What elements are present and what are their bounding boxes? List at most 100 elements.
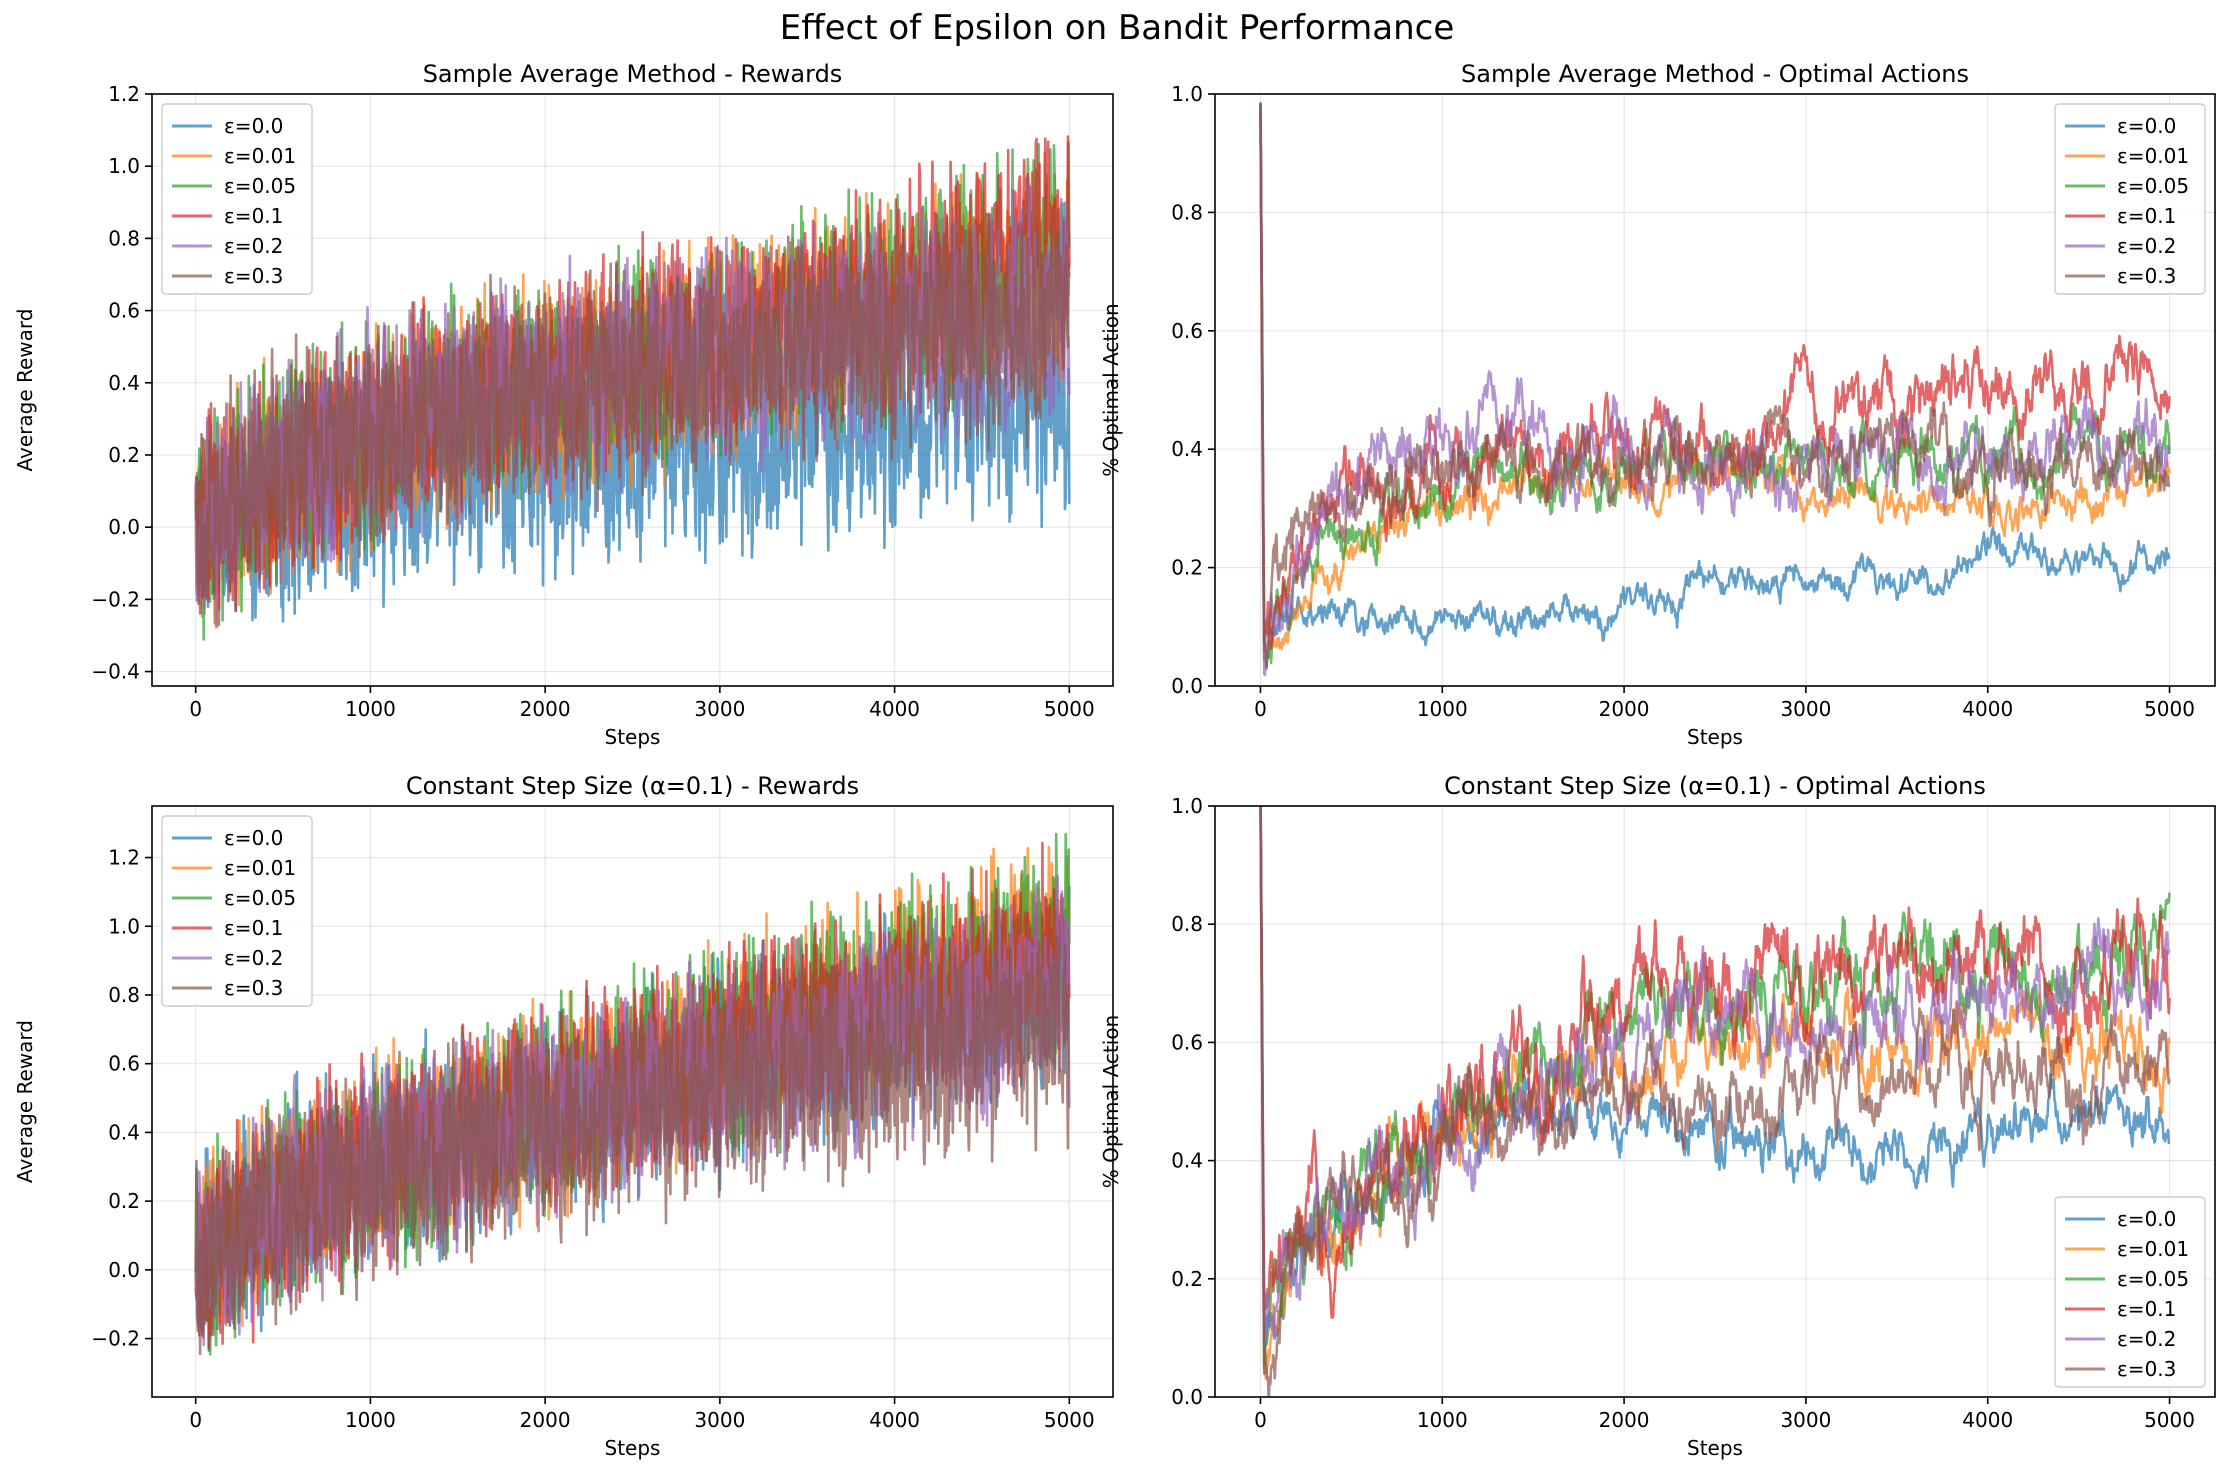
legend-label-2: ε=0.01 — [2117, 1237, 2189, 1261]
y-tick-label: 1.2 — [108, 846, 140, 870]
y-tick-label: −0.2 — [91, 1327, 140, 1351]
legend-label-2: ε=0.01 — [224, 144, 296, 168]
x-tick-label: 1000 — [345, 1408, 396, 1432]
legend-label-5: ε=0.2 — [224, 234, 283, 258]
y-tick-label: 0.6 — [108, 299, 140, 323]
y-axis-label: Average Reward — [13, 1020, 37, 1183]
x-tick-label: 2000 — [520, 697, 571, 721]
y-tick-label: 1.0 — [1171, 794, 1203, 818]
y-tick-label: 0.2 — [1171, 1267, 1203, 1291]
y-axis-label: Average Reward — [13, 309, 37, 472]
x-tick-label: 0 — [189, 1408, 202, 1432]
y-tick-label: 0.6 — [1171, 319, 1203, 343]
x-tick-label: 5000 — [1044, 697, 1095, 721]
x-tick-label: 5000 — [1044, 1408, 1095, 1432]
legend-label-5: ε=0.2 — [224, 946, 283, 970]
panel-title: Sample Average Method - Optimal Actions — [1461, 60, 1969, 88]
legend-label-3: ε=0.05 — [224, 174, 296, 198]
series-group — [194, 135, 1071, 641]
legend-label-6: ε=0.3 — [2117, 264, 2176, 288]
x-tick-label: 4000 — [1962, 697, 2013, 721]
panel-rewards_sample_average: 0 1000 2000 3000 4000 5000 −0.4 −0.2 0.0 0.2 0.4 0.… — [13, 60, 1114, 749]
axes-frame — [151, 805, 1114, 1398]
series-line-1 — [1259, 806, 2171, 1348]
y-tick-label: 0.2 — [108, 443, 140, 467]
x-tick-label: 2000 — [520, 1408, 571, 1432]
x-axis-label: Steps — [605, 1436, 661, 1460]
series-line-6 — [194, 213, 1071, 613]
x-tick-label: 0 — [189, 697, 202, 721]
legend-label-5: ε=0.2 — [2117, 1327, 2176, 1351]
y-tick-label: 1.0 — [108, 914, 140, 938]
x-tick-label: 1000 — [1417, 1408, 1468, 1432]
y-tick-label: 0.0 — [1171, 674, 1203, 698]
y-tick-label: −0.2 — [91, 587, 140, 611]
axes-frame — [151, 93, 1114, 687]
panel-title: Sample Average Method - Rewards — [423, 60, 843, 88]
panel-optimal_constant_step: 0 1000 2000 3000 4000 5000 0.0 0.2 0.4 0.6 0.8 1.0 C… — [1099, 772, 2216, 1460]
x-axis-label: Steps — [1687, 1436, 1743, 1460]
axes-frame — [1214, 93, 2216, 687]
figure-title: Effect of Epsilon on Bandit Performance — [779, 8, 1455, 48]
series-group — [194, 832, 1071, 1356]
x-tick-label: 0 — [1254, 1408, 1267, 1432]
legend: ε=0.0 ε=0.01 ε=0.05 ε=0.1 ε=0.2 ε=0.3 — [2054, 1196, 2206, 1388]
series-group — [1259, 102, 2171, 677]
legend-label-3: ε=0.05 — [224, 886, 296, 910]
x-tick-label: 5000 — [2144, 1408, 2195, 1432]
x-tick-label: 2000 — [1599, 697, 1650, 721]
legend-label-2: ε=0.01 — [224, 856, 296, 880]
y-tick-label: 0.0 — [108, 515, 140, 539]
series-line-6 — [1259, 806, 2171, 1397]
series-line-1 — [1259, 104, 2171, 647]
series-line-6 — [1259, 102, 2171, 669]
legend-label-6: ε=0.3 — [2117, 1357, 2176, 1381]
legend-label-4: ε=0.1 — [224, 916, 283, 940]
legend-label-1: ε=0.0 — [2117, 1207, 2176, 1231]
y-tick-label: 0.6 — [108, 1052, 140, 1076]
x-tick-label: 3000 — [694, 697, 745, 721]
y-tick-label: −0.4 — [91, 660, 140, 684]
y-tick-label: 0.4 — [1171, 1149, 1203, 1173]
panel-optimal_sample_average: 0 1000 2000 3000 4000 5000 0.0 0.2 0.4 0.6 0.8 1.0 S… — [1099, 60, 2216, 749]
legend-label-1: ε=0.0 — [224, 114, 283, 138]
x-tick-label: 5000 — [2144, 697, 2195, 721]
x-tick-label: 3000 — [1780, 1408, 1831, 1432]
legend: ε=0.0 ε=0.01 ε=0.05 ε=0.1 ε=0.2 ε=0.3 — [161, 815, 313, 1007]
x-axis-label: Steps — [1687, 725, 1743, 749]
y-tick-label: 0.8 — [1171, 912, 1203, 936]
x-tick-label: 3000 — [1780, 697, 1831, 721]
y-tick-label: 0.0 — [1171, 1385, 1203, 1409]
legend: ε=0.0 ε=0.01 ε=0.05 ε=0.1 ε=0.2 ε=0.3 — [161, 103, 313, 295]
y-tick-label: 0.8 — [108, 226, 140, 250]
y-axis-label: % Optimal Action — [1099, 1015, 1123, 1189]
y-tick-label: 0.4 — [108, 371, 140, 395]
legend-label-6: ε=0.3 — [224, 976, 283, 1000]
y-tick-label: 0.4 — [108, 1120, 140, 1144]
legend-label-1: ε=0.0 — [2117, 114, 2176, 138]
y-tick-label: 0.6 — [1171, 1030, 1203, 1054]
legend-label-3: ε=0.05 — [2117, 174, 2189, 198]
x-tick-label: 1000 — [345, 697, 396, 721]
series-line-4 — [1259, 806, 2171, 1320]
axes-frame — [1214, 805, 2216, 1398]
x-tick-label: 3000 — [694, 1408, 745, 1432]
y-tick-label: 1.0 — [108, 154, 140, 178]
y-tick-label: 0.2 — [1171, 556, 1203, 580]
x-tick-label: 4000 — [1962, 1408, 2013, 1432]
x-tick-label: 2000 — [1599, 1408, 1650, 1432]
y-tick-label: 1.2 — [108, 82, 140, 106]
y-axis-label: % Optimal Action — [1099, 303, 1123, 477]
legend-label-4: ε=0.1 — [2117, 204, 2176, 228]
x-tick-label: 4000 — [869, 697, 920, 721]
x-tick-label: 0 — [1254, 697, 1267, 721]
legend-label-3: ε=0.05 — [2117, 1267, 2189, 1291]
legend-label-4: ε=0.1 — [224, 204, 283, 228]
y-tick-label: 0.8 — [1171, 200, 1203, 224]
series-line-6 — [194, 930, 1071, 1356]
legend-label-5: ε=0.2 — [2117, 234, 2176, 258]
y-tick-label: 0.4 — [1171, 437, 1203, 461]
legend-label-6: ε=0.3 — [224, 264, 283, 288]
